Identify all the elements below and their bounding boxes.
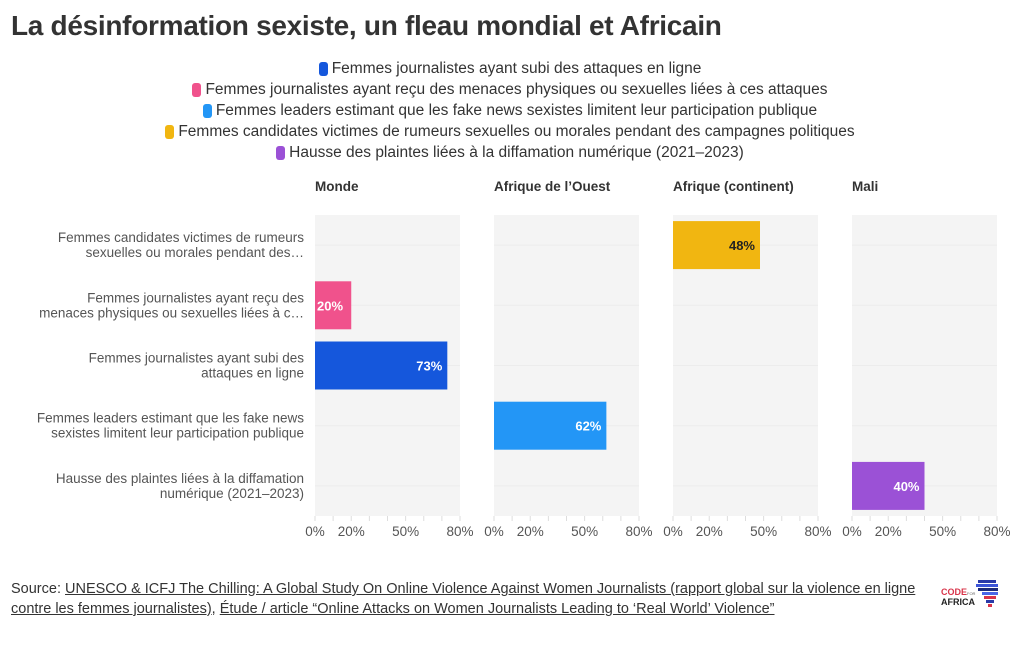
source-prefix: Source: xyxy=(11,581,65,597)
bar xyxy=(315,341,448,390)
source-separator: , xyxy=(211,601,220,617)
category-label: Femmes candidates victimes de rumeurs sex… xyxy=(58,230,304,260)
bar-value-label: 48% xyxy=(729,238,755,253)
bar-value-label: 62% xyxy=(575,419,601,434)
panel-title: Monde xyxy=(315,179,359,194)
logo-text-code: CODE xyxy=(941,587,967,597)
legend-swatch xyxy=(318,61,328,76)
category-label: Femmes journalistes ayant subi des attaqu… xyxy=(89,351,305,381)
source-link-unesco[interactable]: UNESCO & ICFJ The Chilling: A Global Stu… xyxy=(11,581,916,617)
africa-map-icon xyxy=(976,580,998,607)
x-tick-label: 80% xyxy=(446,524,473,539)
category-label-line: Hausse des plaintes liées à la diffamati… xyxy=(56,471,304,486)
category-label-line: Femmes journalistes ayant reçu des xyxy=(87,290,304,305)
category-label-line: numérique (2021–2023) xyxy=(160,486,304,501)
legend-label: Femmes journalistes ayant subi des attaq… xyxy=(331,60,702,77)
logo-text-for: FOR xyxy=(967,591,976,596)
source-note: Source: UNESCO & ICFJ The Chilling: A Gl… xyxy=(11,579,921,619)
bar-value-label: 20% xyxy=(317,298,343,313)
x-tick-label: 20% xyxy=(696,524,723,539)
x-tick-label: 50% xyxy=(929,524,956,539)
x-tick-label: 80% xyxy=(983,524,1010,539)
category-label-line: menaces physiques ou sexuelles liées à c… xyxy=(39,305,304,320)
category-label-line: sexuelles ou morales pendant des… xyxy=(86,245,304,260)
category-label: Femmes leaders estimant que les fake new… xyxy=(37,411,304,441)
x-tick-label: 50% xyxy=(392,524,419,539)
chart: Femmes candidates victimes de rumeurs sex… xyxy=(37,179,1011,539)
x-tick-label: 20% xyxy=(338,524,365,539)
legend-label: Femmes candidates victimes de rumeurs se… xyxy=(178,123,855,140)
legend: Femmes journalistes ayant subi des attaq… xyxy=(0,58,1020,163)
panel-title: Mali xyxy=(852,179,878,194)
x-tick-label: 50% xyxy=(571,524,598,539)
category-label-line: Femmes journalistes ayant subi des xyxy=(89,351,305,366)
panel-title: Afrique (continent) xyxy=(673,179,794,194)
panel-title: Afrique de l’Ouest xyxy=(494,179,611,194)
bar xyxy=(673,221,760,270)
source-link-article[interactable]: Étude / article “Online Attacks on Women… xyxy=(219,601,775,617)
legend-item: Femmes candidates victimes de rumeurs se… xyxy=(0,121,1020,142)
bar-value-label: 73% xyxy=(416,359,442,374)
category-label: Hausse des plaintes liées à la diffamati… xyxy=(56,471,304,501)
legend-label: Femmes leaders estimant que les fake new… xyxy=(215,102,818,119)
x-tick-label: 0% xyxy=(305,524,325,539)
category-label-line: Femmes leaders estimant que les fake new… xyxy=(37,411,304,426)
legend-label: Hausse des plaintes liées à la diffamati… xyxy=(289,144,744,161)
legend-item: Femmes journalistes ayant reçu des menac… xyxy=(0,79,1020,100)
bar xyxy=(494,401,607,450)
x-tick-label: 0% xyxy=(842,524,862,539)
legend-swatch xyxy=(202,103,212,118)
x-tick-label: 80% xyxy=(625,524,652,539)
x-tick-label: 80% xyxy=(804,524,831,539)
x-tick-label: 20% xyxy=(875,524,902,539)
category-label: Femmes journalistes ayant reçu des menace… xyxy=(39,290,304,320)
legend-label: Femmes journalistes ayant reçu des menac… xyxy=(205,81,828,98)
category-label-line: Femmes candidates victimes de rumeurs xyxy=(58,230,304,245)
x-tick-label: 0% xyxy=(484,524,504,539)
legend-swatch xyxy=(192,82,202,97)
x-tick-label: 50% xyxy=(750,524,777,539)
chart-title: La désinformation sexiste, un fleau mond… xyxy=(11,10,722,41)
category-label-line: sexistes limitent leur participation pub… xyxy=(51,426,304,441)
category-label-line: attaques en ligne xyxy=(201,366,304,381)
bar-value-label: 40% xyxy=(893,479,919,494)
legend-item: Hausse des plaintes liées à la diffamati… xyxy=(0,142,1020,163)
legend-swatch xyxy=(276,145,286,160)
bar xyxy=(852,461,925,510)
legend-item: Femmes leaders estimant que les fake new… xyxy=(0,100,1020,121)
legend-item: Femmes journalistes ayant subi des attaq… xyxy=(0,58,1020,79)
code-for-africa-logo: CODE FOR AFRICA xyxy=(941,580,998,607)
x-tick-label: 20% xyxy=(517,524,544,539)
legend-swatch xyxy=(165,124,175,139)
bar xyxy=(315,281,352,330)
x-tick-label: 0% xyxy=(663,524,683,539)
logo-text-africa: AFRICA xyxy=(941,597,975,607)
